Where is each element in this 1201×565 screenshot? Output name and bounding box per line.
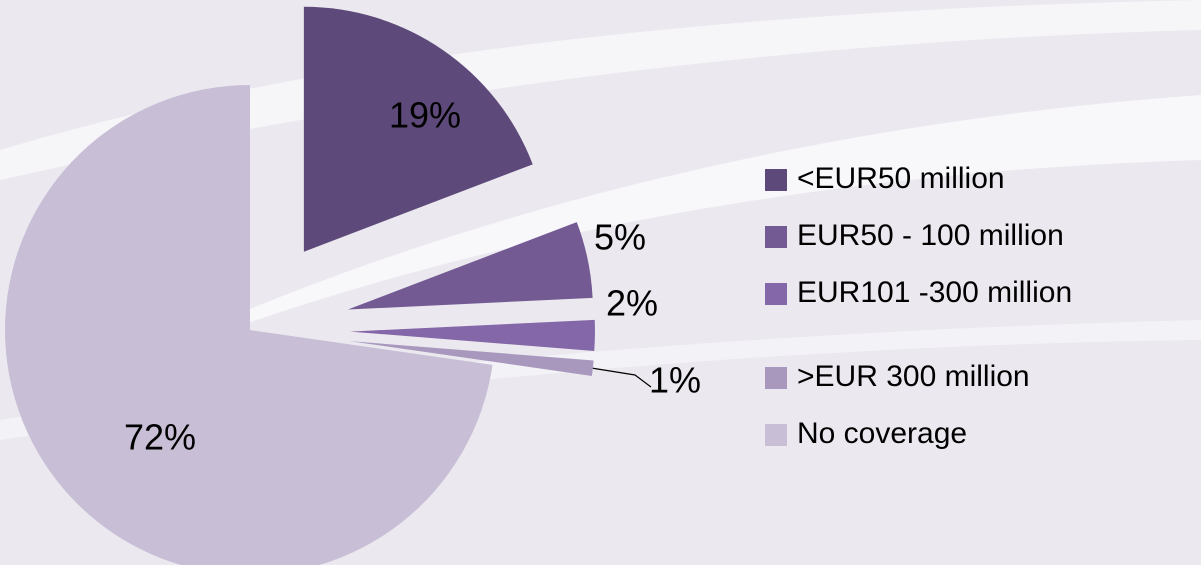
background-swoosh bbox=[0, 320, 1201, 440]
data-label: 72% bbox=[124, 417, 196, 458]
pie-slice bbox=[349, 319, 595, 352]
pie-slice bbox=[349, 341, 594, 376]
legend-swatch bbox=[765, 169, 787, 191]
pie-slice bbox=[5, 85, 493, 565]
data-label: 2% bbox=[606, 283, 658, 324]
data-label: 1% bbox=[649, 360, 701, 401]
legend-label: EUR101 -300 million bbox=[797, 276, 1072, 309]
data-label: 5% bbox=[594, 217, 646, 258]
legend-label: ˃EUR 300 million bbox=[797, 360, 1030, 393]
pie-slice bbox=[303, 6, 533, 252]
pie: 19% 5% 2% 1% 72% bbox=[5, 6, 701, 565]
background-swoosh bbox=[200, 95, 1201, 340]
legend-label: No coverage bbox=[797, 417, 967, 450]
legend-swatch bbox=[765, 367, 787, 389]
legend-label: <EUR50 million bbox=[797, 162, 1005, 195]
legend-swatch bbox=[765, 283, 787, 305]
legend-swatch bbox=[765, 226, 787, 248]
pie-slice bbox=[347, 222, 593, 310]
leader-line bbox=[592, 367, 652, 388]
legend-swatch bbox=[765, 424, 787, 446]
background-swoosh bbox=[0, 0, 1201, 180]
legend: <EUR50 million EUR50 - 100 million EUR101 … bbox=[765, 162, 1072, 450]
data-label: 19% bbox=[389, 95, 461, 136]
legend-label: EUR50 - 100 million bbox=[797, 219, 1064, 252]
